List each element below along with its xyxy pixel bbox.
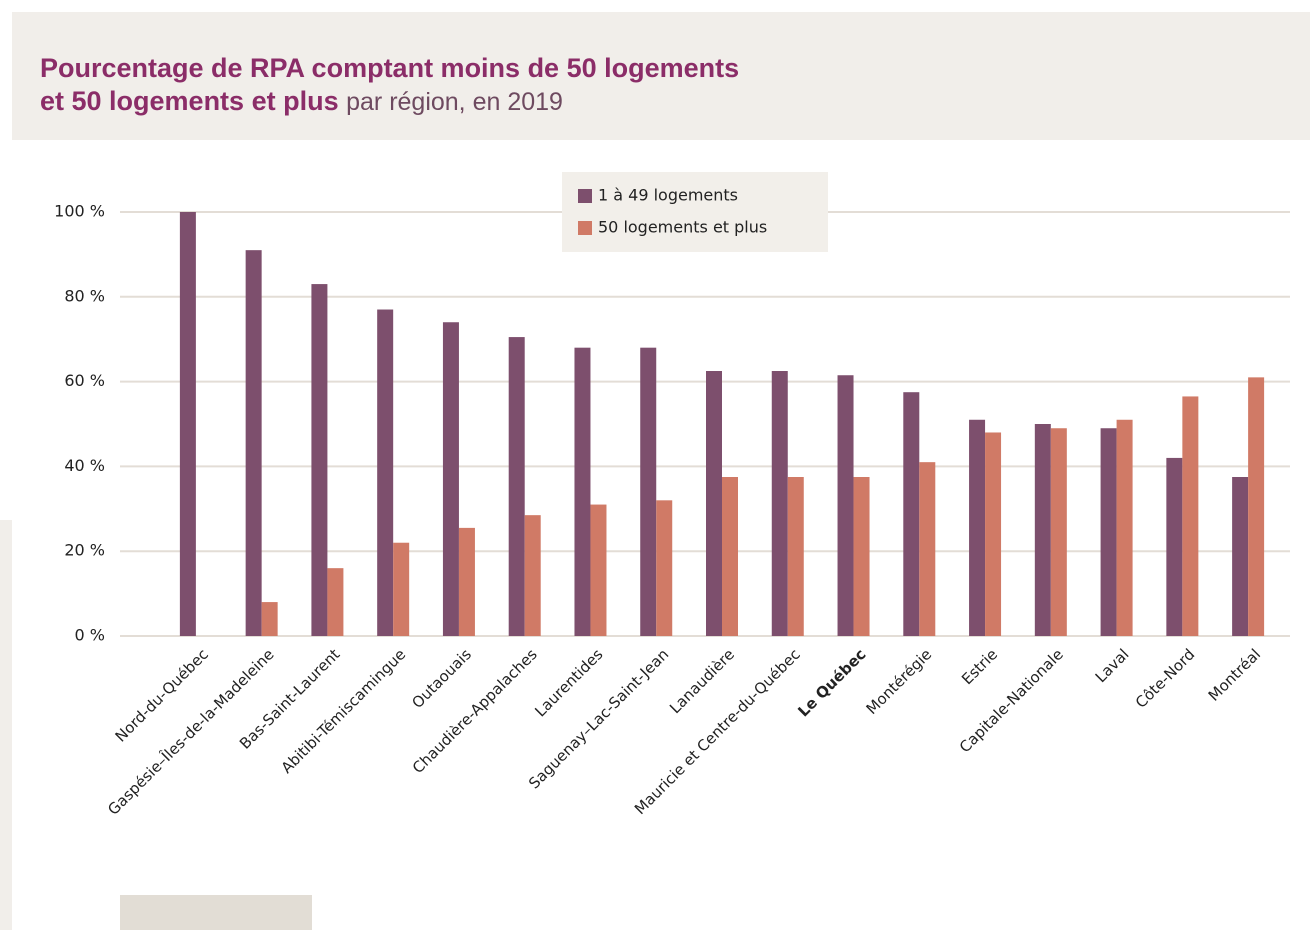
bar (837, 375, 854, 636)
x-tick-label: Chaudière-Appalaches (409, 645, 541, 777)
bar (327, 568, 344, 636)
chart-title: Pourcentage de RPA comptant moins de 50 … (40, 53, 739, 83)
bar (245, 250, 262, 636)
chart-title: et 50 logements et plus par région, en 2… (40, 86, 563, 116)
x-tick-label: Montréal (1205, 645, 1264, 704)
bar (179, 212, 196, 636)
y-tick-label: 40 % (64, 456, 105, 475)
bar (1100, 428, 1117, 636)
legend-box (562, 172, 828, 252)
x-tick-label: Côte-Nord (1132, 645, 1198, 711)
bar (656, 500, 673, 636)
x-tick-label: Outaouais (408, 645, 475, 712)
bar (903, 392, 920, 636)
x-tick-label: Abitibi-Témiscamingue (278, 645, 410, 777)
bar (771, 371, 788, 636)
legend-swatch (578, 221, 592, 235)
bar (985, 432, 1002, 636)
bar (261, 602, 278, 636)
bar (442, 322, 459, 636)
bar (458, 527, 475, 636)
bar (853, 477, 870, 636)
side-strip (0, 520, 12, 930)
bar (1034, 424, 1051, 636)
y-tick-label: 60 % (64, 371, 105, 390)
x-tick-label: Montérégie (863, 645, 936, 718)
plot: 0 %20 %40 %60 %80 %100 %Nord-du-QuébecGa… (54, 172, 1290, 819)
x-tick-label: Le Québec (794, 645, 869, 720)
y-tick-label: 100 % (54, 202, 105, 221)
bar (590, 504, 607, 636)
bar (574, 347, 591, 636)
x-tick-label: Lanaudière (666, 645, 738, 717)
bar (377, 309, 394, 636)
bar (393, 542, 410, 636)
bar (969, 419, 986, 636)
bar (311, 284, 328, 636)
legend-label: 1 à 49 logements (598, 186, 738, 205)
bar (640, 347, 657, 636)
legend-label: 50 logements et plus (598, 218, 767, 237)
bar (919, 462, 936, 636)
bar (1050, 428, 1067, 636)
bar (787, 477, 804, 636)
x-tick-label: Estrie (958, 645, 1001, 688)
bar (722, 477, 738, 636)
bar (1182, 396, 1199, 636)
bar (1166, 457, 1183, 636)
bar (524, 515, 541, 636)
bar (1116, 419, 1133, 636)
bar (706, 371, 722, 636)
bar (1248, 377, 1265, 636)
title-part: et 50 logements et plus (40, 86, 339, 116)
bar (508, 337, 525, 636)
bar (1232, 477, 1249, 636)
x-tick-label: Saguenay–Lac-Saint-Jean (525, 645, 672, 792)
y-tick-label: 80 % (64, 286, 105, 305)
footer-tab (120, 895, 312, 930)
legend-swatch (578, 189, 592, 203)
y-tick-label: 20 % (64, 541, 105, 560)
header-band (12, 12, 1310, 140)
y-tick-label: 0 % (75, 626, 105, 645)
x-tick-label: Laval (1092, 645, 1133, 686)
title-part: par région, en 2019 (346, 88, 563, 116)
